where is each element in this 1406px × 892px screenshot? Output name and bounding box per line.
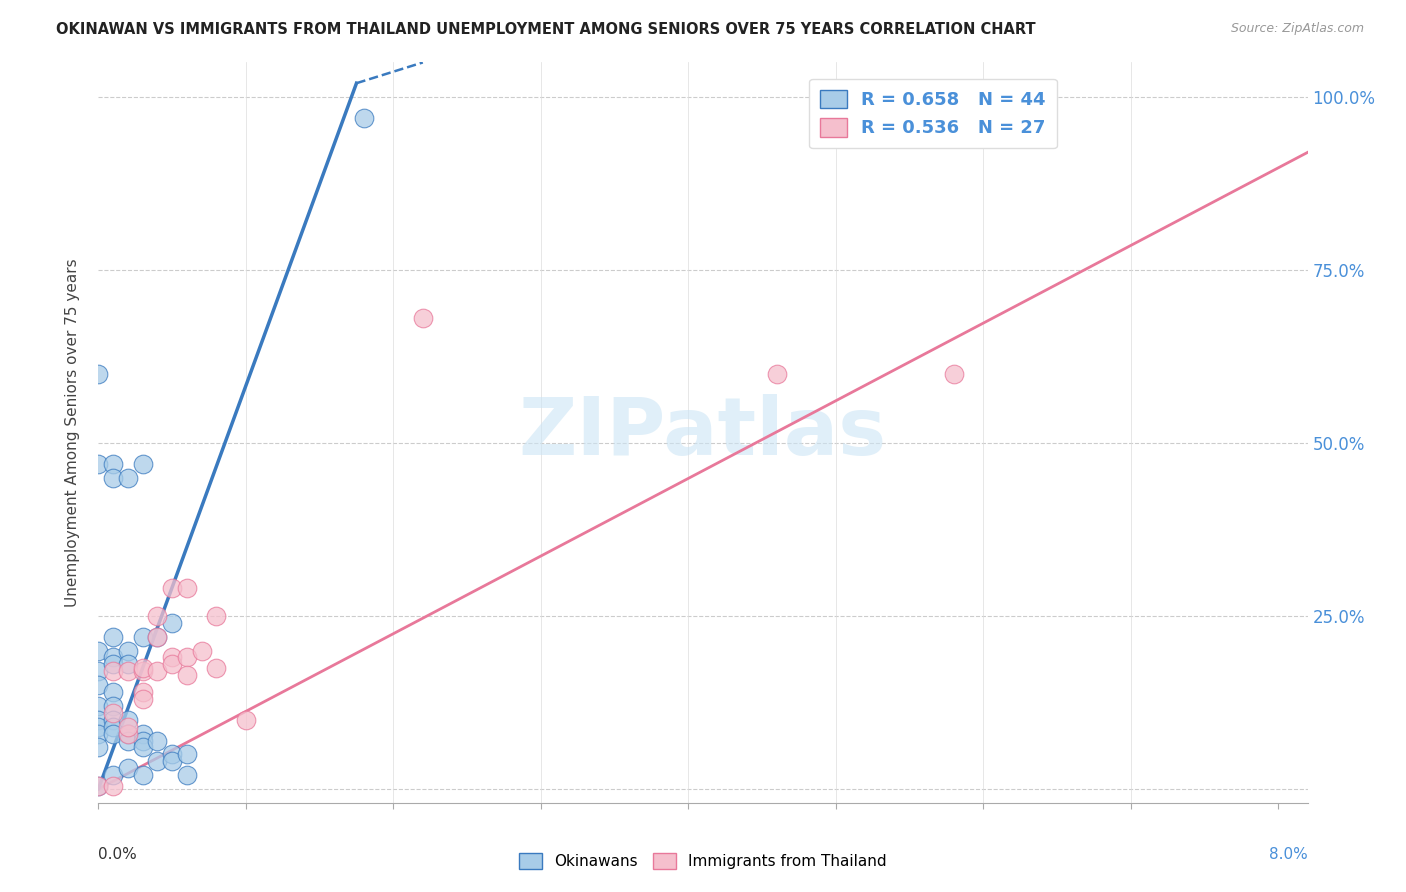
Point (117, 713, 139, 727)
Point (235, 713, 257, 727)
Point (131, 692, 153, 706)
Point (101, 726, 124, 740)
Point (101, 713, 124, 727)
Point (205, 661, 228, 675)
Point (146, 609, 169, 624)
Point (101, 630, 124, 644)
Point (176, 768, 198, 782)
Point (87, 643, 110, 657)
Point (160, 747, 183, 762)
Point (87, 457, 110, 471)
Point (146, 630, 169, 644)
Point (160, 657, 183, 672)
Point (131, 740, 153, 755)
Point (146, 754, 169, 768)
Point (942, 367, 965, 381)
Text: ZIPatlas: ZIPatlas (519, 393, 887, 472)
Point (176, 650, 198, 665)
Point (87, 678, 110, 692)
Point (765, 367, 787, 381)
Point (87, 713, 110, 727)
Point (131, 768, 153, 782)
Legend: Okinawans, Immigrants from Thailand: Okinawans, Immigrants from Thailand (513, 847, 893, 875)
Point (101, 650, 124, 665)
Point (101, 457, 124, 471)
Point (117, 665, 139, 679)
Point (117, 726, 139, 740)
Point (87, 698, 110, 713)
Point (353, 111, 375, 125)
Point (146, 665, 169, 679)
Point (117, 726, 139, 740)
Point (160, 615, 183, 630)
Point (131, 726, 153, 740)
Point (176, 582, 198, 596)
Point (101, 665, 124, 679)
Point (205, 609, 228, 624)
Point (101, 698, 124, 713)
Point (117, 733, 139, 747)
Point (101, 779, 124, 793)
Point (160, 650, 183, 665)
Point (117, 470, 139, 484)
Text: Source: ZipAtlas.com: Source: ZipAtlas.com (1230, 22, 1364, 36)
Point (190, 643, 212, 657)
Point (101, 657, 124, 672)
Point (176, 747, 198, 762)
Point (131, 665, 153, 679)
Point (412, 311, 434, 326)
Point (117, 657, 139, 672)
Point (117, 643, 139, 657)
Point (131, 685, 153, 699)
Point (146, 733, 169, 747)
Legend: R = 0.658   N = 44, R = 0.536   N = 27: R = 0.658 N = 44, R = 0.536 N = 27 (808, 78, 1057, 148)
Text: 0.0%: 0.0% (98, 847, 138, 863)
Point (87, 740, 110, 755)
Point (87, 779, 110, 793)
Point (131, 630, 153, 644)
Point (160, 754, 183, 768)
Point (117, 761, 139, 775)
Point (131, 457, 153, 471)
Point (87, 726, 110, 740)
Point (160, 582, 183, 596)
Point (101, 706, 124, 720)
Y-axis label: Unemployment Among Seniors over 75 years: Unemployment Among Seniors over 75 years (65, 259, 80, 607)
Point (146, 630, 169, 644)
Point (176, 667, 198, 681)
Point (131, 733, 153, 747)
Point (87, 367, 110, 381)
Text: OKINAWAN VS IMMIGRANTS FROM THAILAND UNEMPLOYMENT AMONG SENIORS OVER 75 YEARS CO: OKINAWAN VS IMMIGRANTS FROM THAILAND UNE… (56, 22, 1036, 37)
Point (101, 685, 124, 699)
Point (101, 768, 124, 782)
Point (101, 470, 124, 484)
Point (87, 779, 110, 793)
Point (87, 720, 110, 734)
Point (117, 720, 139, 734)
Point (131, 661, 153, 675)
Point (87, 665, 110, 679)
Text: 8.0%: 8.0% (1268, 847, 1308, 863)
Point (101, 720, 124, 734)
